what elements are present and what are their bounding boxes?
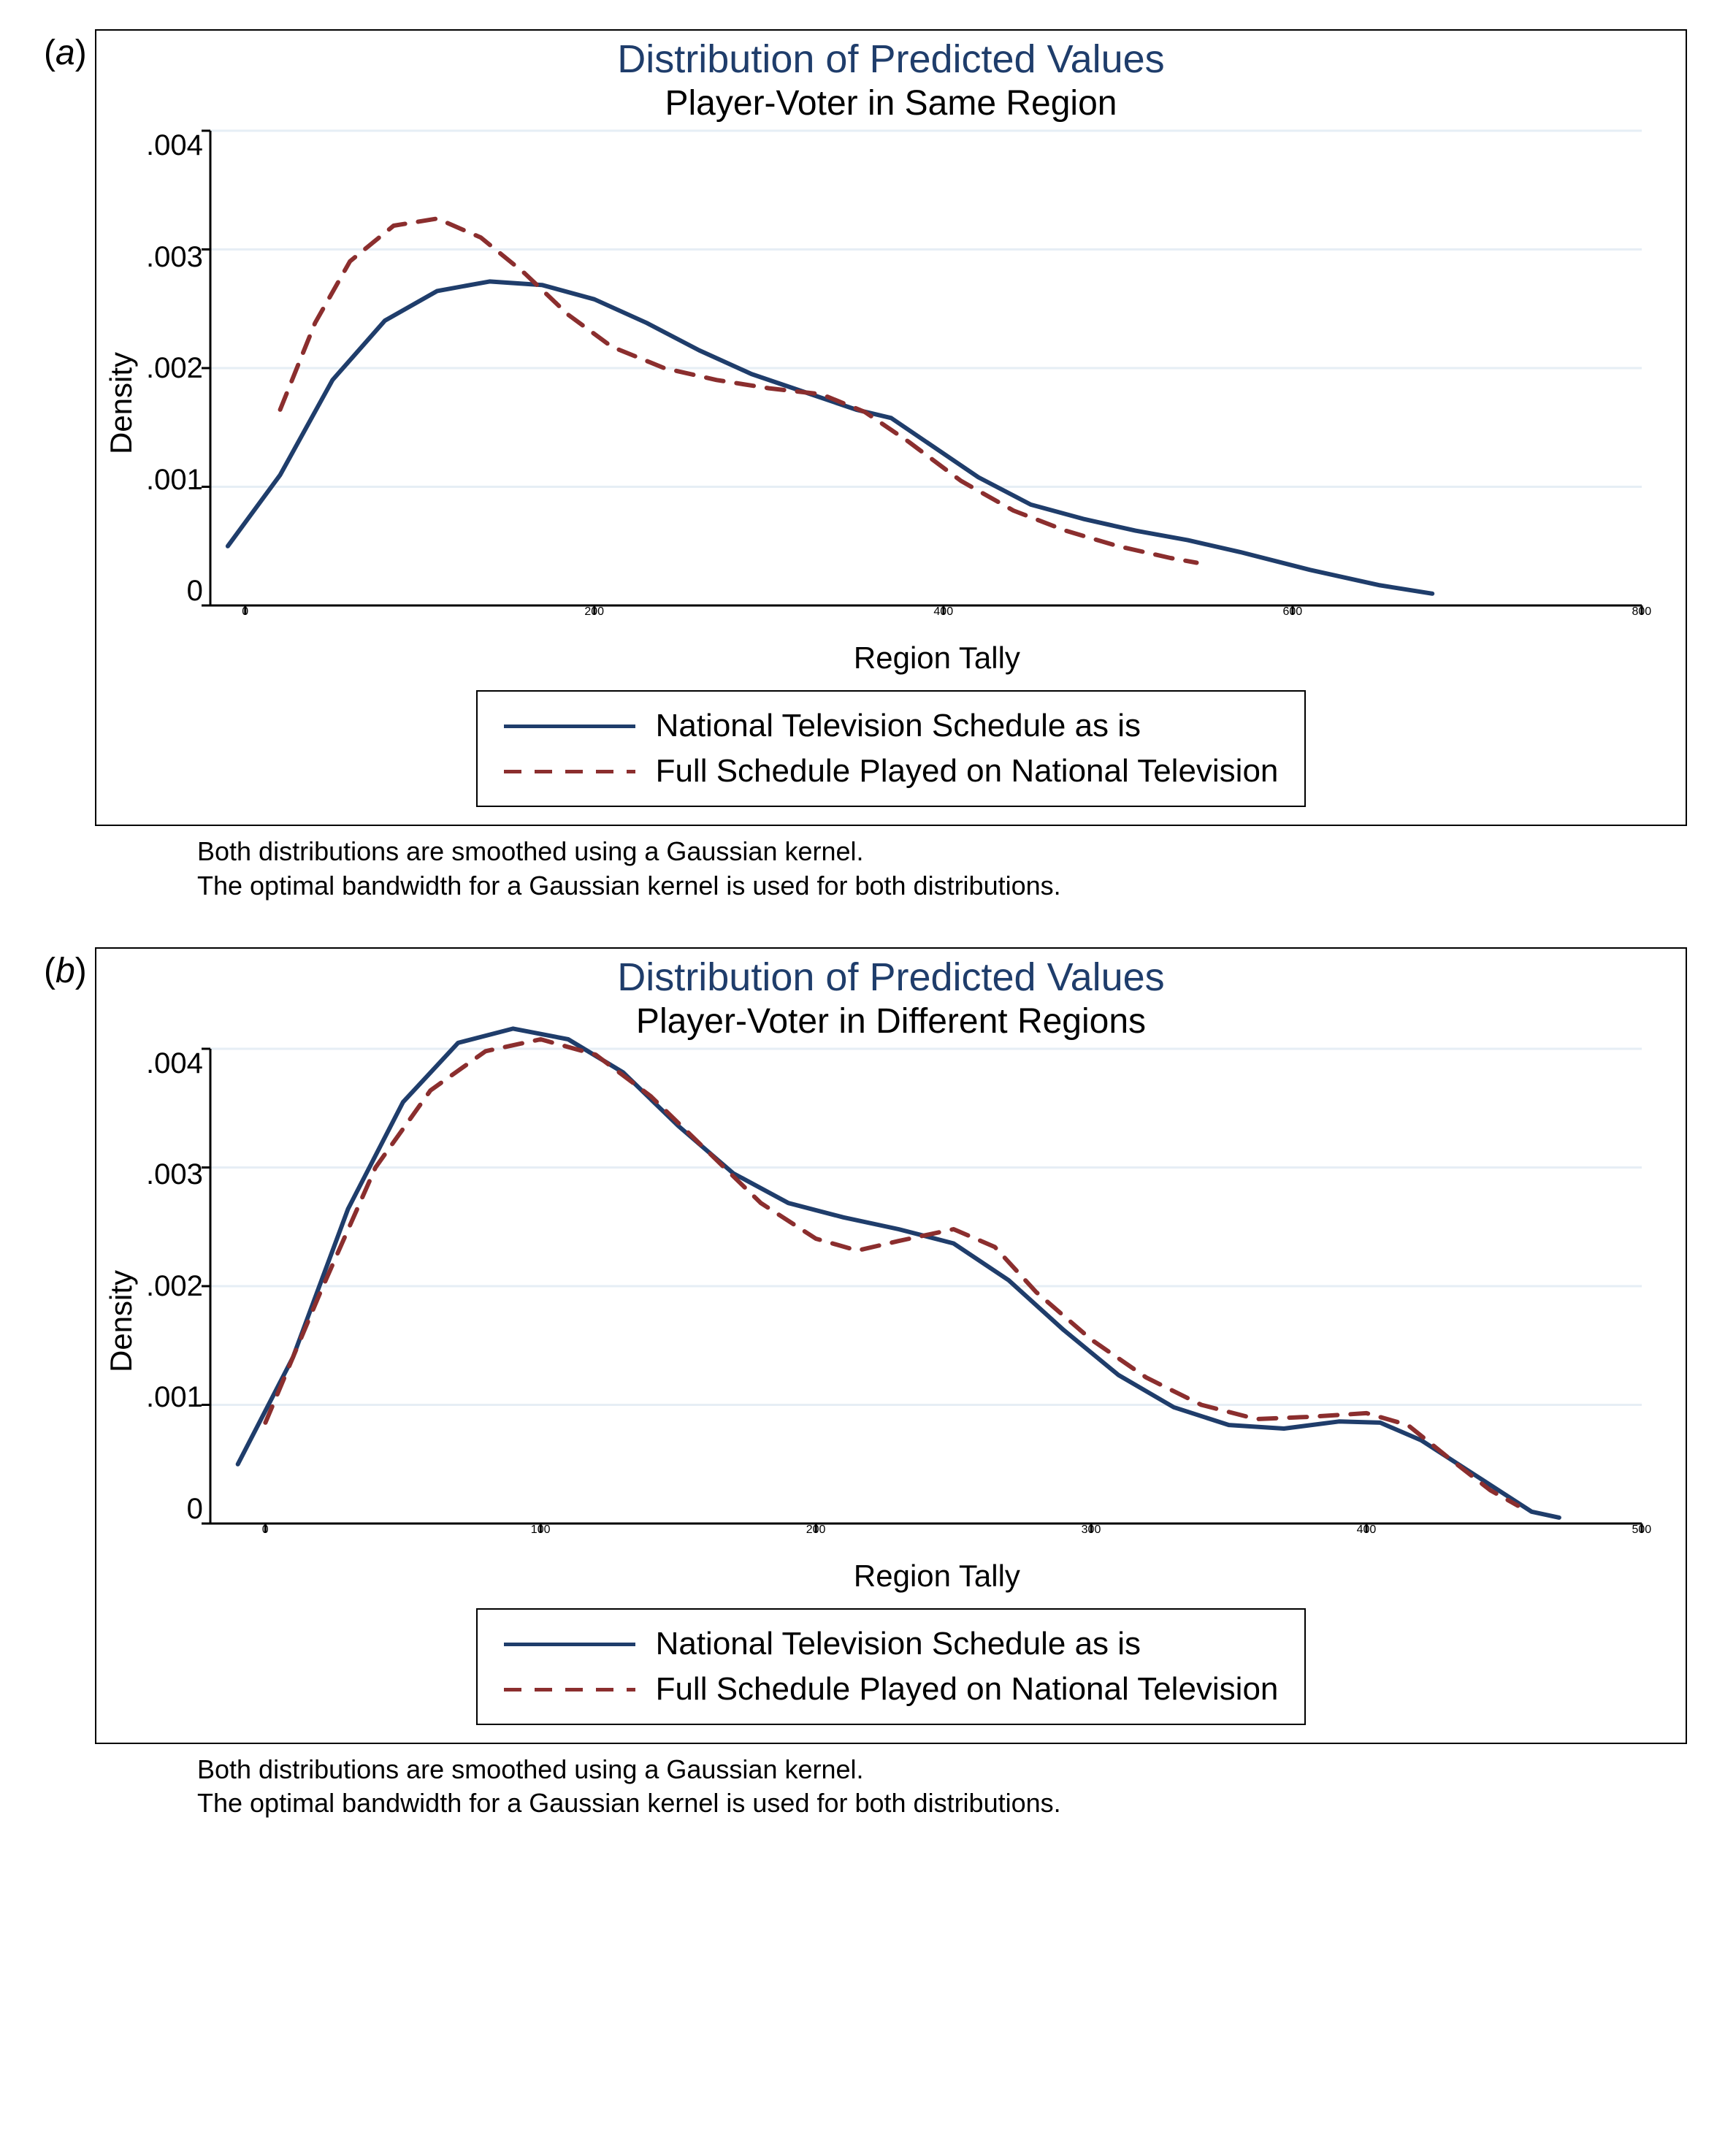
chart-a-subtitle: Player-Voter in Same Region (96, 83, 1686, 123)
chart-a-caption: Both distributions are smoothed using a … (197, 835, 1681, 903)
x-tick-label: 300 (1082, 1524, 1101, 1537)
x-tick-label: 400 (1357, 1524, 1377, 1537)
legend-solid-label: National Television Schedule as is (656, 1626, 1141, 1662)
legend-solid-label: National Television Schedule as is (656, 708, 1141, 744)
chart-a-container: Distribution of Predicted Values Player-… (95, 29, 1687, 826)
chart-b-yticks: .004 .003 .002 .001 0 (143, 1049, 210, 1524)
y-tick-label: .002 (146, 1272, 203, 1301)
x-tick-label: 200 (584, 605, 604, 619)
chart-b-container: Distribution of Predicted Values Player-… (95, 947, 1687, 1744)
chart-a-xlabel: Region Tally (210, 641, 1664, 676)
chart-a-title: Distribution of Predicted Values (96, 37, 1686, 82)
chart-b-xticks: 0 100 200 300 400 500 (210, 1524, 1664, 1557)
chart-a-yticks: .004 .003 .002 .001 0 (143, 131, 210, 605)
chart-b-title: Distribution of Predicted Values (96, 955, 1686, 1000)
panel-b: (b) Distribution of Predicted Values Pla… (44, 947, 1681, 1821)
x-tick-label: 400 (933, 605, 953, 619)
chart-b-xlabel: Region Tally (210, 1559, 1664, 1594)
x-tick-label: 0 (262, 1524, 269, 1537)
panel-a-label: (a) (44, 33, 87, 73)
y-tick-label: .003 (146, 242, 203, 272)
panel-a: (a) Distribution of Predicted Values Pla… (44, 29, 1681, 903)
legend-dashed-line-icon (504, 1687, 635, 1691)
chart-b-legend: National Television Schedule as is Full … (476, 1608, 1307, 1725)
caption-line: Both distributions are smoothed using a … (197, 1753, 1681, 1787)
chart-b-plot (210, 1049, 1642, 1524)
x-tick-label: 0 (242, 605, 248, 619)
chart-a-legend: National Television Schedule as is Full … (476, 690, 1307, 807)
y-tick-label: .002 (146, 353, 203, 383)
y-tick-label: .003 (146, 1160, 203, 1189)
y-tick-label: 0 (187, 576, 203, 605)
x-tick-label: 800 (1632, 605, 1652, 619)
chart-b-caption: Both distributions are smoothed using a … (197, 1753, 1681, 1821)
caption-line: Both distributions are smoothed using a … (197, 835, 1681, 869)
legend-dashed-label: Full Schedule Played on National Televis… (656, 1671, 1279, 1708)
legend-solid-line-icon (504, 1642, 635, 1646)
legend-dashed-label: Full Schedule Played on National Televis… (656, 753, 1279, 790)
y-tick-label: .004 (146, 1049, 203, 1078)
y-tick-label: .001 (146, 1383, 203, 1412)
x-tick-label: 500 (1632, 1524, 1652, 1537)
legend-solid-row: National Television Schedule as is (504, 703, 1279, 749)
legend-dashed-row: Full Schedule Played on National Televis… (504, 749, 1279, 794)
x-tick-label: 600 (1282, 605, 1302, 619)
chart-b-ylabel: Density (99, 1049, 143, 1594)
x-tick-label: 100 (531, 1524, 551, 1537)
caption-line: The optimal bandwidth for a Gaussian ker… (197, 1786, 1681, 1821)
caption-line: The optimal bandwidth for a Gaussian ker… (197, 869, 1681, 903)
legend-dashed-line-icon (504, 769, 635, 773)
chart-a-ylabel: Density (99, 131, 143, 676)
legend-dashed-row: Full Schedule Played on National Televis… (504, 1667, 1279, 1712)
chart-a-plot (210, 131, 1642, 605)
legend-solid-line-icon (504, 724, 635, 728)
y-tick-label: 0 (187, 1494, 203, 1524)
chart-a-xticks: 0 200 400 600 800 (210, 605, 1664, 639)
legend-solid-row: National Television Schedule as is (504, 1621, 1279, 1667)
y-tick-label: .004 (146, 131, 203, 160)
chart-b-subtitle: Player-Voter in Different Regions (96, 1001, 1686, 1041)
y-tick-label: .001 (146, 465, 203, 494)
panel-b-label: (b) (44, 951, 87, 991)
x-tick-label: 200 (806, 1524, 826, 1537)
